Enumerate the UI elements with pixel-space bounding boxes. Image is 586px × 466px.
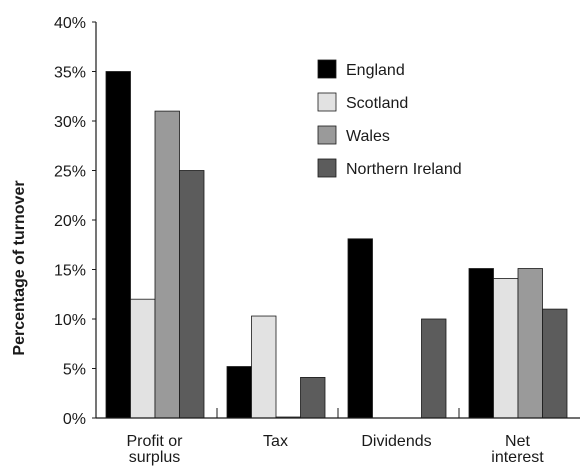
bar-northern-ireland bbox=[179, 170, 205, 419]
bar-northern-ireland bbox=[300, 377, 326, 419]
y-tick-label: 0% bbox=[63, 411, 86, 428]
category-label: Profit or bbox=[126, 433, 183, 450]
y-tick-label: 30% bbox=[54, 114, 86, 131]
y-tick-label: 10% bbox=[54, 312, 86, 329]
legend-label: England bbox=[346, 62, 405, 79]
legend-swatch bbox=[317, 59, 337, 79]
legend-label: Scotland bbox=[346, 95, 408, 112]
bar-england bbox=[347, 238, 373, 419]
legend-swatch bbox=[317, 92, 337, 112]
bar-england bbox=[468, 268, 494, 419]
y-tick-label: 25% bbox=[54, 164, 86, 181]
legend-swatch bbox=[317, 158, 337, 178]
category-label: surplus bbox=[129, 449, 181, 466]
y-tick-label: 40% bbox=[54, 15, 86, 32]
y-tick-labels: 0% 5% 10% 15% 20% 25% 30% 35% 40% bbox=[54, 15, 86, 428]
axes bbox=[92, 21, 580, 419]
category-label: Dividends bbox=[361, 433, 431, 450]
bars bbox=[105, 71, 568, 419]
bar-scotland bbox=[130, 298, 156, 419]
y-tick-label: 20% bbox=[54, 213, 86, 230]
bar-england bbox=[226, 366, 252, 419]
y-tick-label: 15% bbox=[54, 263, 86, 280]
y-axis-title: Percentage of turnover bbox=[11, 180, 28, 355]
category-label: interest bbox=[491, 449, 544, 466]
category-label: Tax bbox=[263, 433, 288, 450]
legend: England Scotland Wales Northern Ireland bbox=[317, 59, 462, 178]
category-label: Net bbox=[505, 433, 530, 450]
bar-northern-ireland bbox=[542, 308, 568, 419]
y-axis-title-group: Percentage of turnover bbox=[11, 180, 28, 355]
bar-scotland bbox=[251, 315, 277, 419]
legend-label: Northern Ireland bbox=[346, 161, 462, 178]
y-tick-label: 35% bbox=[54, 65, 86, 82]
bar-northern-ireland bbox=[421, 318, 447, 419]
y-tick-label: 5% bbox=[63, 362, 86, 379]
bar-england bbox=[105, 71, 131, 419]
legend-swatch bbox=[317, 125, 337, 145]
bar-wales bbox=[154, 110, 180, 419]
legend-label: Wales bbox=[346, 128, 390, 145]
bar-wales bbox=[517, 268, 543, 419]
bar-scotland bbox=[493, 278, 519, 419]
